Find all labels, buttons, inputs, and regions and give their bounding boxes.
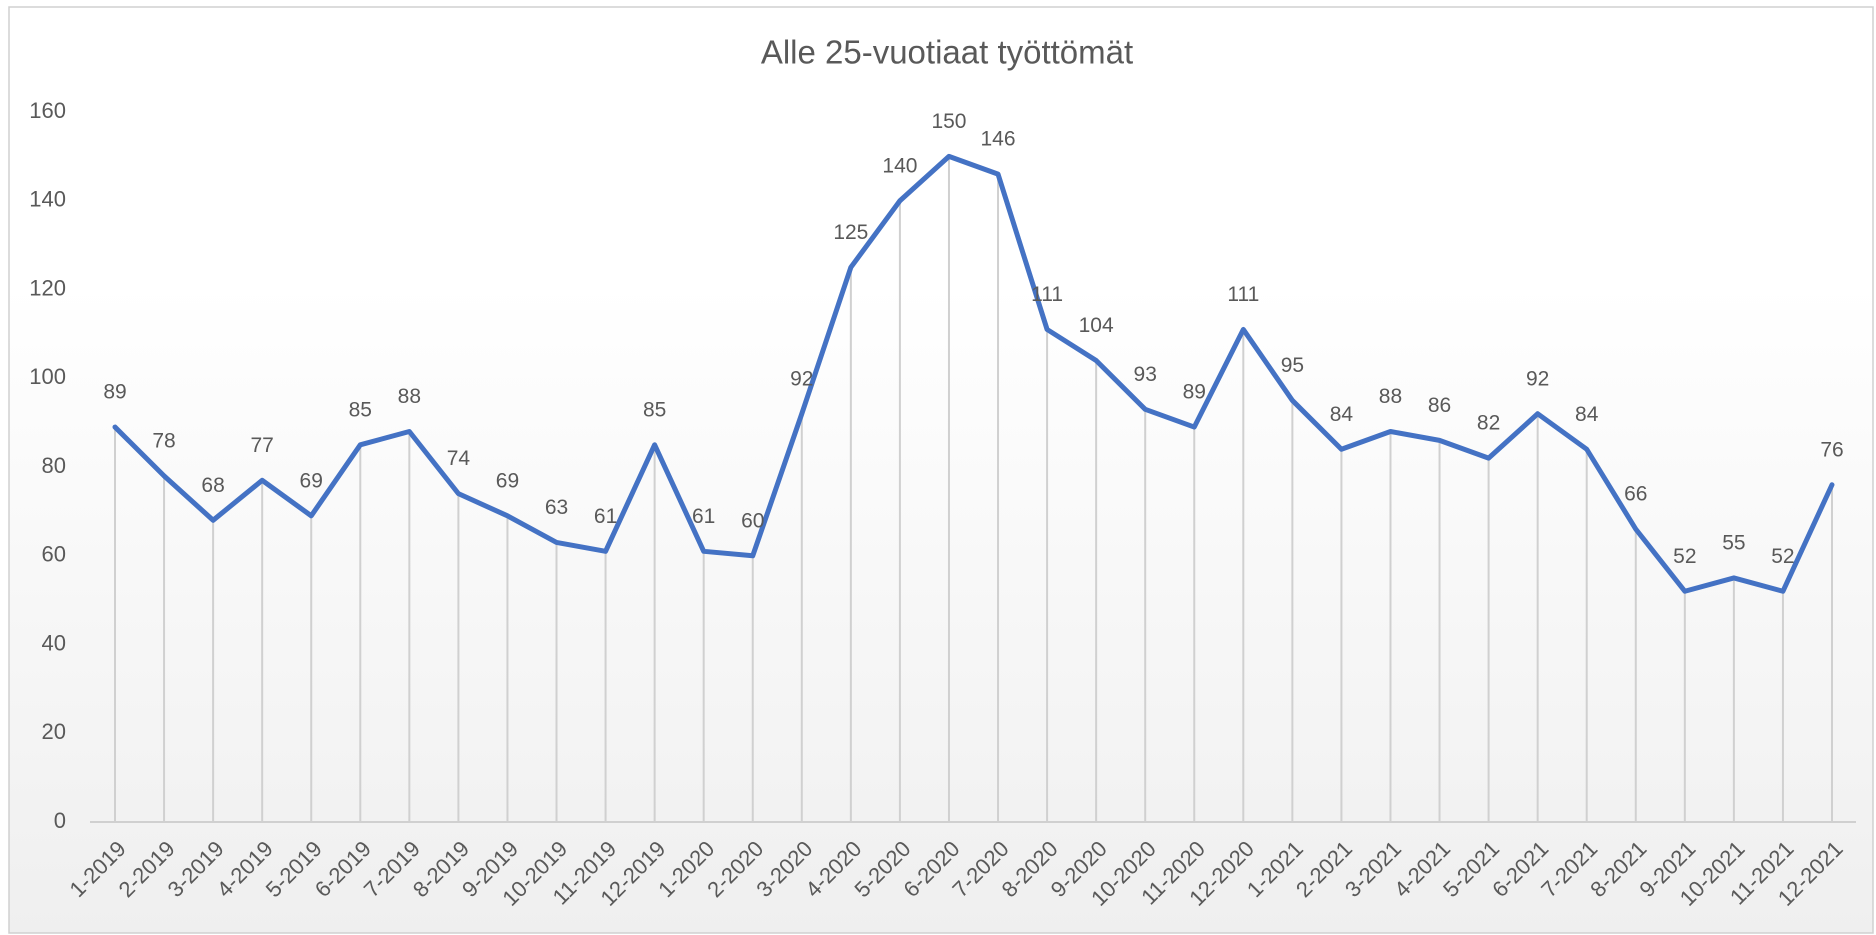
data-label: 89 xyxy=(103,381,126,404)
data-label: 85 xyxy=(643,398,666,421)
data-label: 93 xyxy=(1134,363,1157,386)
data-label: 95 xyxy=(1281,354,1304,377)
data-label: 92 xyxy=(790,367,813,390)
data-label: 74 xyxy=(447,447,471,470)
data-label: 66 xyxy=(1624,483,1647,506)
data-label: 88 xyxy=(1379,385,1402,408)
data-label: 63 xyxy=(545,496,568,519)
data-label: 85 xyxy=(349,398,372,421)
data-label: 69 xyxy=(300,469,323,492)
data-label: 88 xyxy=(398,385,421,408)
data-label: 111 xyxy=(1031,283,1063,306)
y-tick-label: 140 xyxy=(29,187,66,212)
y-tick-label: 80 xyxy=(42,453,66,478)
data-label: 111 xyxy=(1227,283,1259,306)
data-label: 60 xyxy=(741,509,764,532)
data-label: 55 xyxy=(1722,531,1745,554)
data-label: 61 xyxy=(692,505,715,528)
chart-title: Alle 25-vuotiaat työttömät xyxy=(761,34,1133,71)
y-tick-label: 160 xyxy=(29,98,66,123)
data-label: 61 xyxy=(594,505,617,528)
y-tick-label: 40 xyxy=(42,630,66,655)
y-tick-label: 60 xyxy=(42,542,66,567)
data-label: 52 xyxy=(1771,545,1794,568)
data-label: 104 xyxy=(1079,314,1114,337)
data-label: 86 xyxy=(1428,394,1451,417)
data-line xyxy=(112,153,1835,594)
data-label: 146 xyxy=(981,128,1016,151)
data-label: 92 xyxy=(1526,367,1549,390)
data-label: 52 xyxy=(1673,545,1696,568)
chart-frame xyxy=(8,6,1874,934)
data-label: 140 xyxy=(882,154,917,177)
data-label: 89 xyxy=(1183,381,1206,404)
y-tick-label: 0 xyxy=(54,808,66,833)
data-label: 68 xyxy=(201,474,224,497)
data-label: 125 xyxy=(833,221,868,244)
data-label: 82 xyxy=(1477,412,1500,435)
y-tick-label: 120 xyxy=(29,275,66,300)
data-label: 150 xyxy=(931,110,966,133)
data-label: 84 xyxy=(1330,403,1354,426)
y-tick-label: 100 xyxy=(29,364,66,389)
data-label: 77 xyxy=(250,434,273,457)
data-label: 84 xyxy=(1575,403,1599,426)
data-label: 78 xyxy=(152,429,175,452)
y-tick-label: 20 xyxy=(42,719,66,744)
data-label: 76 xyxy=(1820,438,1843,461)
data-label: 69 xyxy=(496,469,519,492)
